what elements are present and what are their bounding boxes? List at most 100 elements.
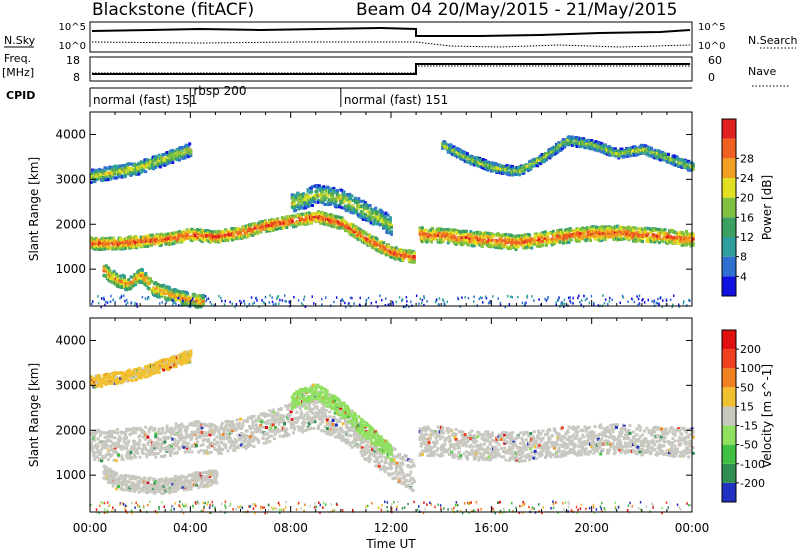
power-cell [346,198,349,202]
power-cell [651,229,655,233]
power-cell [516,244,520,248]
power-cell [561,140,565,144]
power-cell [330,200,334,203]
power-cell [650,146,653,150]
power-cell [189,230,193,234]
power-cell [258,224,262,228]
power-cell [91,174,95,178]
power-cell [539,161,543,165]
power-cell [170,153,174,157]
power-cell [127,278,131,282]
power-cell [337,215,341,219]
power-cell [674,231,678,235]
power-cell [455,241,459,245]
power-cell [504,241,508,245]
power-cell [462,158,466,162]
power-cell [520,243,524,247]
power-cell [305,202,309,205]
power-cell [327,198,331,202]
power-cell [303,222,307,226]
power-cell [471,231,475,235]
power-cell [345,221,349,225]
power-cell [93,180,97,183]
power-cell [455,229,459,233]
power-cell [148,277,152,281]
power-cell [381,243,385,247]
power-cell [466,152,469,156]
power-cell [653,149,657,152]
power-cell [92,169,96,173]
power-cell [175,240,179,244]
power-cell [481,158,485,161]
power-cell [187,155,191,159]
power-cell [303,198,307,202]
power-cell [343,204,347,208]
power-cell [147,287,151,291]
power-cell [444,228,448,232]
power-cell [655,239,659,242]
power-cell [296,223,300,227]
power-cell [537,233,541,237]
power-cell [154,165,158,169]
power-cell [117,284,121,288]
power-cell [538,237,542,241]
power-cell [189,151,193,155]
power-cell [302,192,305,196]
power-cell [144,273,148,277]
power-cell [295,194,299,198]
freq-tick-bottom: 8 [73,71,80,84]
power-cell [371,222,375,226]
power-cell [666,152,670,156]
power-cell [112,247,116,251]
power-cell [290,193,294,197]
power-cell [243,229,247,233]
power-cell [194,302,197,305]
power-cell [616,231,620,235]
power-cell [122,169,126,173]
power-cell [160,232,163,236]
power-cell [174,295,178,299]
power-cell [322,185,326,189]
power-cell [349,210,353,214]
power-cell [338,226,342,230]
power-cell [92,240,96,243]
power-cell [321,190,325,194]
power-cell [635,149,639,153]
power-cell [366,206,370,210]
power-cell [122,276,126,280]
power-cell [412,251,416,255]
power-cell [99,242,102,245]
power-cell [357,197,361,201]
power-cell [194,294,197,298]
power-cell [119,274,123,278]
power-cell [348,192,352,196]
power-cell [594,140,598,144]
power-cell [347,223,351,227]
power-cell [332,186,336,190]
power-cell [328,215,332,218]
power-cell [472,235,476,239]
power-cell [103,169,107,173]
power-cell [383,219,387,223]
power-cell [166,298,170,302]
power-cell [406,254,409,258]
power-cell [364,201,367,205]
power-cell [639,143,643,147]
power-cell [691,243,695,247]
power-cell [511,165,515,168]
power-cell [634,226,638,230]
power-cell [383,213,387,217]
power-cell [96,238,100,242]
power-cell [473,241,477,244]
power-cell [661,239,665,243]
power-cell [111,236,115,240]
power-cell [119,164,123,168]
power-cell [184,293,188,297]
power-cell [164,239,168,243]
power-cell [385,226,389,230]
power-cell [95,178,99,182]
power-cell [386,220,390,223]
power-cell [529,167,533,170]
